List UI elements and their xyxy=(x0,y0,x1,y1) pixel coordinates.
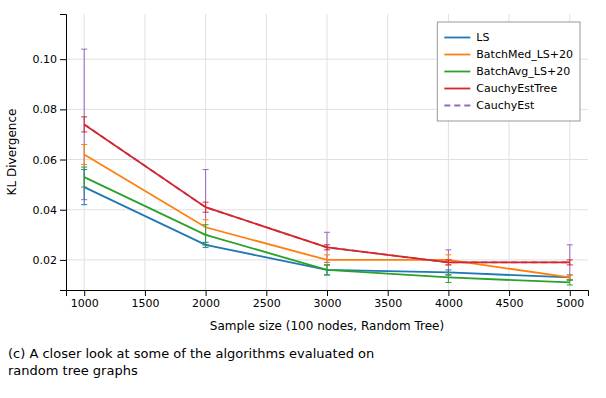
error-bar xyxy=(445,260,451,265)
series-line xyxy=(84,177,570,282)
grid-line xyxy=(144,14,145,290)
legend-swatch xyxy=(444,37,470,39)
tick-mark xyxy=(60,210,66,211)
tick-label: 0.02 xyxy=(33,254,58,267)
error-bar xyxy=(203,225,209,245)
grid-line xyxy=(205,14,206,290)
axis-line xyxy=(67,291,589,297)
tick: 3500 xyxy=(374,290,402,310)
tick-mark xyxy=(327,290,328,296)
y-axis-title: KL Divergence xyxy=(5,109,19,196)
tick-label: 0.08 xyxy=(33,103,58,116)
tick-label: 2500 xyxy=(253,297,281,310)
series xyxy=(81,170,573,280)
series-line xyxy=(84,187,570,277)
x-axis: 1000 1500 2000 2500 3000 3500 4000 4500 5000 xyxy=(67,290,589,310)
legend-label: BatchAvg_LS+20 xyxy=(476,65,570,78)
tick: 0.06 xyxy=(33,154,67,167)
tick-mark xyxy=(266,290,267,296)
chart: 1000 1500 2000 2500 3000 3500 4000 4500 5000 0.02… xyxy=(0,0,606,398)
legend-swatch xyxy=(444,88,470,90)
tick-mark xyxy=(509,290,510,296)
legend-label: CauchyEst xyxy=(476,99,535,112)
error-bar xyxy=(324,255,330,265)
series xyxy=(81,117,573,265)
tick-label: 1500 xyxy=(131,297,159,310)
series-line xyxy=(84,155,570,278)
series-line xyxy=(84,124,570,262)
tick-label: 5000 xyxy=(556,297,584,310)
tick-label: 3000 xyxy=(314,297,342,310)
tick-label: 1000 xyxy=(71,297,99,310)
legend: LS BatchMed_LS+20 BatchAvg_LS+20 CauchyEstT… xyxy=(437,22,580,121)
tick: 1500 xyxy=(131,290,159,310)
error-bar xyxy=(81,144,87,164)
series-line xyxy=(84,124,570,262)
grid-line xyxy=(66,159,588,160)
tick-label: 0.10 xyxy=(33,53,58,66)
tick-mark xyxy=(206,290,207,296)
caption-line: random tree graphs xyxy=(8,363,138,378)
error-bar xyxy=(567,280,573,285)
tick-label: 0.06 xyxy=(33,154,58,167)
series xyxy=(81,167,573,285)
tick-mark xyxy=(60,59,66,60)
y-axis: 0.02 0.04 0.06 0.08 0.10 xyxy=(33,15,67,291)
series xyxy=(81,144,573,279)
tick: 2500 xyxy=(253,290,281,310)
grid xyxy=(66,14,588,290)
legend-label: LS xyxy=(476,31,489,44)
grid-line xyxy=(266,14,267,290)
axis-line xyxy=(60,15,67,291)
plot-marks xyxy=(81,49,573,285)
tick: 0.02 xyxy=(33,254,67,267)
tick: 3000 xyxy=(314,290,342,310)
tick: 0.08 xyxy=(33,103,67,116)
tick-label: 0.04 xyxy=(33,204,58,217)
caption: (c) A closer look at some of the algorit… xyxy=(8,346,374,378)
tick: 1000 xyxy=(71,290,99,310)
error-bar xyxy=(445,255,451,265)
legend-swatch xyxy=(444,71,470,73)
tick: 5000 xyxy=(556,290,584,310)
tick-mark xyxy=(570,290,571,296)
legend-swatch xyxy=(444,105,470,107)
error-bar xyxy=(324,245,330,250)
x-axis-title: Sample size (100 nodes, Random Tree) xyxy=(210,319,444,333)
error-bar xyxy=(81,117,87,132)
tick-label: 2000 xyxy=(192,297,220,310)
error-bar xyxy=(567,260,573,265)
error-bar xyxy=(567,275,573,280)
error-bar xyxy=(81,167,87,187)
caption-line: (c) A closer look at some of the algorit… xyxy=(8,346,374,361)
tick: 0.10 xyxy=(33,53,67,66)
legend-box xyxy=(437,22,580,121)
tick: 0.04 xyxy=(33,204,67,217)
legend-label: CauchyEstTree xyxy=(476,82,557,95)
tick-label: 4500 xyxy=(496,297,524,310)
error-bar xyxy=(81,49,87,200)
tick-mark xyxy=(84,290,85,296)
error-bar xyxy=(203,202,209,212)
tick-mark xyxy=(60,109,66,110)
tick-mark xyxy=(388,290,389,296)
error-bar xyxy=(324,265,330,275)
tick-mark xyxy=(60,160,66,161)
tick-label: 3500 xyxy=(374,297,402,310)
grid-line xyxy=(66,209,588,210)
tick-mark xyxy=(60,260,66,261)
error-bar xyxy=(445,272,451,282)
tick-label: 4000 xyxy=(435,297,463,310)
tick: 4500 xyxy=(496,290,524,310)
grid-line xyxy=(387,14,388,290)
series xyxy=(81,49,573,280)
tick-mark xyxy=(448,290,449,296)
tick: 2000 xyxy=(192,290,220,310)
tick: 4000 xyxy=(435,290,463,310)
tick-mark xyxy=(145,290,146,296)
legend-swatch xyxy=(444,54,470,56)
legend-label: BatchMed_LS+20 xyxy=(476,48,573,61)
